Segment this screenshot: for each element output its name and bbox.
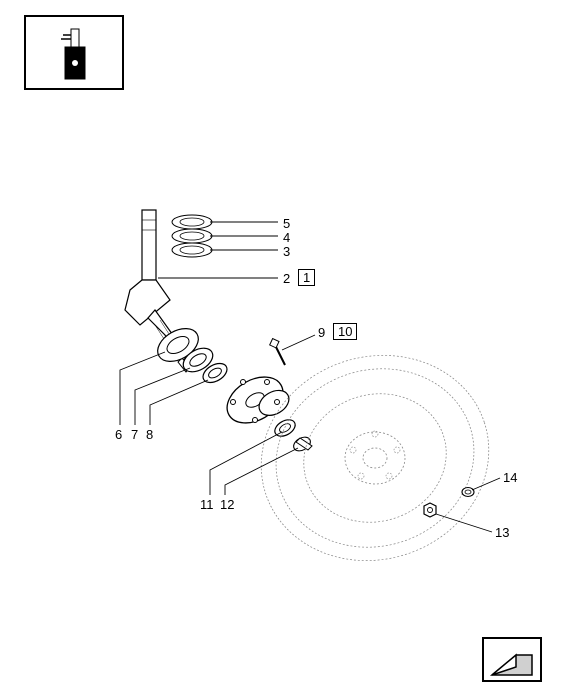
callout-12: 12 bbox=[220, 497, 234, 512]
callout-1-box: 1 bbox=[298, 269, 315, 286]
diagram-svg bbox=[60, 200, 520, 620]
callout-11: 11 bbox=[200, 497, 214, 512]
wheel-washer bbox=[462, 488, 474, 497]
callout-8: 8 bbox=[146, 427, 153, 442]
callout-5: 5 bbox=[283, 216, 290, 231]
callout-13: 13 bbox=[495, 525, 509, 540]
next-page-icon[interactable] bbox=[482, 637, 542, 682]
exploded-diagram bbox=[60, 200, 520, 620]
wheel-nut bbox=[424, 503, 436, 517]
wheel-rim bbox=[234, 326, 515, 590]
callout-3: 3 bbox=[283, 244, 290, 259]
thumbnail-spindle-icon bbox=[61, 27, 91, 82]
bearing-outer bbox=[272, 416, 298, 439]
callout-14: 14 bbox=[503, 470, 517, 485]
thumbnail-box bbox=[24, 15, 124, 90]
callout-2: 2 bbox=[283, 271, 290, 286]
callout-7: 7 bbox=[131, 427, 138, 442]
hub-cap bbox=[291, 434, 313, 453]
stud-bolt bbox=[270, 339, 285, 365]
callout-9: 9 bbox=[318, 325, 325, 340]
callout-6: 6 bbox=[115, 427, 122, 442]
callout-4: 4 bbox=[283, 230, 290, 245]
page-container: 5 4 3 2 1 9 10 6 7 8 11 12 14 13 bbox=[0, 0, 566, 700]
callout-10-box: 10 bbox=[333, 323, 357, 340]
page-turn-icon bbox=[484, 639, 540, 680]
spacer-rings bbox=[172, 215, 212, 257]
